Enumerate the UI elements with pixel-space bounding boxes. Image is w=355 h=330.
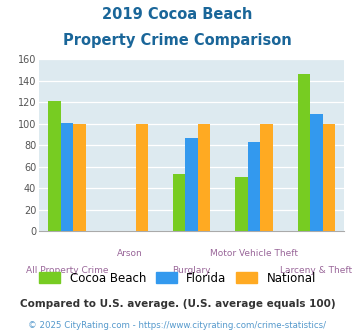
Bar: [323, 124, 335, 231]
Text: 2019 Cocoa Beach: 2019 Cocoa Beach: [102, 7, 253, 21]
Text: Larceny & Theft: Larceny & Theft: [280, 266, 353, 275]
Bar: [48, 101, 61, 231]
Bar: [198, 124, 211, 231]
Text: © 2025 CityRating.com - https://www.cityrating.com/crime-statistics/: © 2025 CityRating.com - https://www.city…: [28, 321, 327, 330]
Bar: [136, 124, 148, 231]
Text: Property Crime Comparison: Property Crime Comparison: [63, 33, 292, 48]
Bar: [235, 178, 248, 231]
Bar: [185, 138, 198, 231]
Bar: [260, 124, 273, 231]
Text: Compared to U.S. average. (U.S. average equals 100): Compared to U.S. average. (U.S. average …: [20, 299, 335, 309]
Bar: [297, 74, 310, 231]
Bar: [73, 124, 86, 231]
Text: Arson: Arson: [116, 249, 142, 258]
Text: All Property Crime: All Property Crime: [26, 266, 108, 275]
Text: Motor Vehicle Theft: Motor Vehicle Theft: [210, 249, 298, 258]
Bar: [310, 114, 323, 231]
Bar: [61, 123, 73, 231]
Text: Burglary: Burglary: [173, 266, 211, 275]
Legend: Cocoa Beach, Florida, National: Cocoa Beach, Florida, National: [39, 272, 316, 284]
Bar: [248, 142, 260, 231]
Bar: [173, 174, 185, 231]
